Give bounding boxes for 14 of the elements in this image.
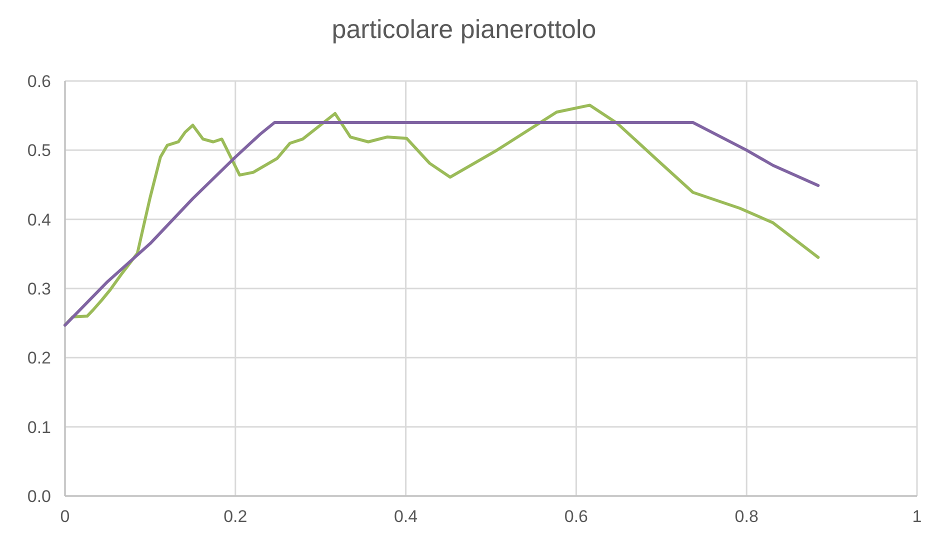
x-tick-label: 0.4	[394, 507, 418, 526]
y-tick-label: 0.3	[27, 280, 51, 298]
chart-title: particolare pianerottolo	[332, 14, 596, 44]
y-tick-label: 0.6	[27, 72, 51, 91]
x-tick-label: 0.6	[564, 507, 588, 526]
y-tick-label: 0.2	[27, 348, 51, 368]
y-tick-label: 0.4	[27, 210, 51, 230]
x-tick-label: 0.8	[734, 507, 758, 526]
x-tick-label: 1	[912, 507, 922, 526]
x-tick-label: 0.2	[224, 507, 248, 526]
y-tick-label: 0.0	[27, 487, 51, 506]
y-tick-label: 0.1	[27, 418, 51, 437]
y-tick-label: 0.5	[27, 141, 51, 160]
x-tick-label: 0	[60, 507, 70, 526]
